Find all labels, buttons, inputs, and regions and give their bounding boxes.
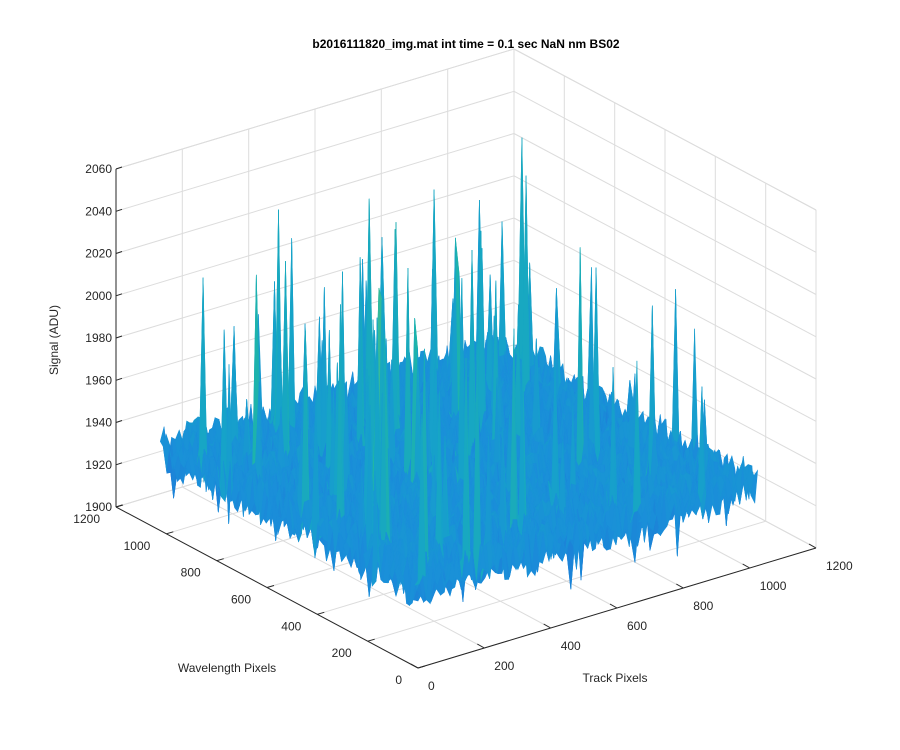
- side-wall-grid-line: [513, 133, 817, 295]
- side-wall-grid-line: [513, 302, 817, 464]
- back-wall-grid-line: [115, 302, 515, 423]
- back-wall-grid-line: [115, 175, 515, 297]
- side-wall-grid-line: [513, 217, 817, 380]
- side-wall-grid-line: [513, 259, 817, 422]
- floor-grid-line: [367, 520, 766, 642]
- back-wall-grid-line: [115, 90, 515, 212]
- side-wall-grid-line: [513, 175, 817, 338]
- side-wall-grid-line: [513, 90, 817, 253]
- back-wall-grid-line: [115, 217, 515, 339]
- back-wall-grid-line: [115, 259, 515, 381]
- surface-layer: [159, 137, 758, 607]
- back-wall-grid-line: [115, 133, 515, 254]
- box-edge: [513, 48, 817, 211]
- box-edge: [115, 48, 515, 170]
